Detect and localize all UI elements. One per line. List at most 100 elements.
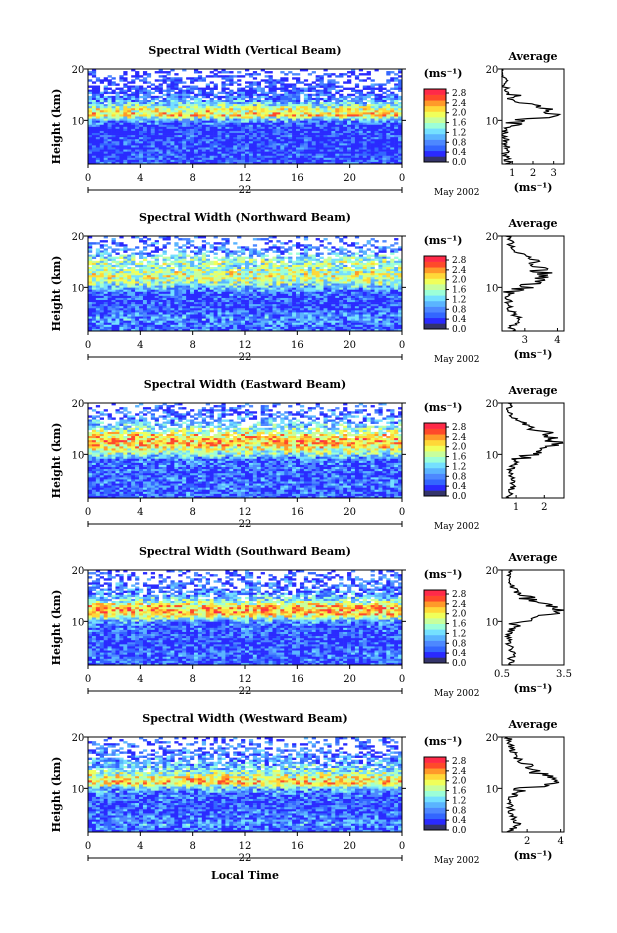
heatmap-cell <box>115 265 119 267</box>
heatmap-cell <box>178 273 182 275</box>
heatmap-cell <box>276 119 280 121</box>
heatmap-cell <box>135 273 139 275</box>
heatmap-cell <box>284 143 288 145</box>
heatmap-cell <box>347 88 351 90</box>
heatmap-cell <box>202 244 206 246</box>
heatmap-cell <box>375 121 379 123</box>
heatmap-cell <box>178 160 182 162</box>
heatmap-cell <box>363 125 367 127</box>
heatmap-cell <box>269 119 273 121</box>
heatmap-cell <box>253 271 257 273</box>
heatmap-cell <box>382 137 386 139</box>
heatmap-cell <box>178 98 182 100</box>
heatmap-cell <box>194 152 198 154</box>
heatmap-cell <box>331 131 335 133</box>
heatmap-cell <box>127 110 131 112</box>
heatmap-cell <box>112 127 116 129</box>
heatmap-cell <box>324 263 328 265</box>
heatmap-cell <box>343 265 347 267</box>
heatmap-cell <box>265 110 269 112</box>
heatmap-cell <box>300 141 304 143</box>
heatmap-cell <box>194 141 198 143</box>
heatmap-cell <box>194 71 198 73</box>
heatmap-cell <box>284 102 288 104</box>
heatmap-cell <box>182 147 186 149</box>
heatmap-cell <box>320 143 324 145</box>
heatmap-cell <box>335 259 339 261</box>
heatmap-cell <box>288 106 292 108</box>
heatmap-cell <box>386 284 390 286</box>
heatmap-cell <box>167 133 171 135</box>
heatmap-cell <box>104 240 108 242</box>
heatmap-cell <box>327 79 331 81</box>
heatmap-cell <box>378 129 382 131</box>
heatmap-cell <box>296 150 300 152</box>
heatmap-cell <box>104 110 108 112</box>
heatmap-cell <box>394 77 398 79</box>
heatmap-cell <box>371 152 375 154</box>
heatmap-cell <box>210 106 214 108</box>
heatmap-cell <box>343 108 347 110</box>
heatmap-cell <box>280 86 284 88</box>
heatmap-cell <box>198 110 202 112</box>
heatmap-cell <box>198 100 202 102</box>
heatmap-cell <box>127 275 131 277</box>
heatmap-cell <box>394 154 398 156</box>
heatmap-cell <box>331 250 335 252</box>
heatmap-cell <box>163 286 167 288</box>
heatmap-cell <box>378 141 382 143</box>
heatmap-cell <box>163 259 167 261</box>
heatmap-cell <box>159 147 163 149</box>
heatmap-cell <box>312 110 316 112</box>
heatmap-cell <box>375 117 379 119</box>
heatmap-cell <box>335 102 339 104</box>
heatmap-cell <box>316 92 320 94</box>
heatmap-cell <box>233 135 237 137</box>
heatmap-cell <box>265 269 269 271</box>
heatmap-cell <box>104 90 108 92</box>
heatmap-cell <box>276 160 280 162</box>
heatmap-cell <box>343 284 347 286</box>
heatmap-cell <box>296 281 300 283</box>
heatmap-cell <box>115 96 119 98</box>
heatmap-cell <box>233 147 237 149</box>
heatmap-cell <box>96 294 100 296</box>
heatmap-cell <box>284 141 288 143</box>
day-label: 22 <box>239 185 252 196</box>
heatmap-cell <box>276 281 280 283</box>
heatmap-cell <box>147 117 151 119</box>
heatmap-cell <box>104 288 108 290</box>
heatmap-cell <box>355 290 359 292</box>
heatmap-cell <box>269 240 273 242</box>
heatmap-cell <box>178 288 182 290</box>
heatmap-cell <box>182 108 186 110</box>
heatmap-cell <box>218 119 222 121</box>
heatmap-cell <box>272 135 276 137</box>
heatmap-cell <box>159 273 163 275</box>
heatmap-cell <box>312 94 316 96</box>
heatmap-cell <box>257 238 261 240</box>
heatmap-cell <box>375 284 379 286</box>
heatmap-cell <box>194 271 198 273</box>
heatmap-cell <box>88 102 92 104</box>
heatmap-cell <box>96 100 100 102</box>
colorbar-tick-label: 2.4 <box>452 99 467 109</box>
heatmap-cell <box>198 77 202 79</box>
heatmap-cell <box>170 90 174 92</box>
heatmap-cell <box>304 98 308 100</box>
heatmap-cell <box>167 88 171 90</box>
heatmap-cell <box>382 112 386 114</box>
heatmap-cell <box>304 288 308 290</box>
heatmap-cell <box>143 292 147 294</box>
heatmap-cell <box>371 112 375 114</box>
heatmap-cell <box>308 273 312 275</box>
heatmap-cell <box>221 139 225 141</box>
heatmap-cell <box>378 94 382 96</box>
heatmap-cell <box>96 292 100 294</box>
heatmap-cell <box>131 108 135 110</box>
heatmap-cell <box>355 160 359 162</box>
heatmap-cell <box>194 137 198 139</box>
heatmap-cell <box>308 145 312 147</box>
heatmap-cell <box>210 71 214 73</box>
heatmap-cell <box>92 158 96 160</box>
